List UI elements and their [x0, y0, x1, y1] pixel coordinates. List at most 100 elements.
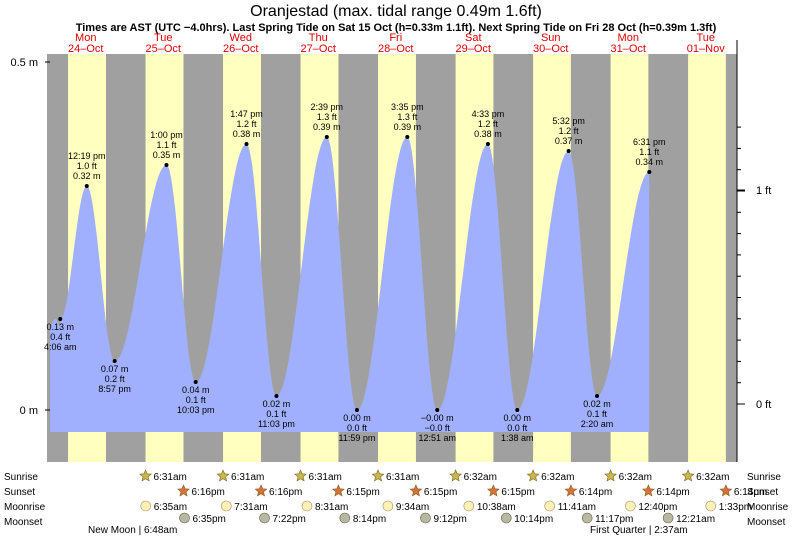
day-date-label: 01–Nov: [687, 43, 725, 55]
low-tide-m: 0.00 m: [504, 413, 532, 423]
moonrise-time: 8:31am: [315, 502, 348, 513]
sunrise-icon: [526, 469, 540, 482]
sunrise-icon: [294, 469, 307, 482]
low-tide-ft: 0.1 ft: [266, 409, 287, 419]
day-date-label: 25–Oct: [146, 43, 181, 55]
low-tide-ft: −0.0 ft: [425, 423, 451, 433]
sunrise-time: 6:31am: [386, 472, 419, 483]
low-tide-time: 11:59 pm: [339, 433, 376, 443]
low-tide-ft: 0.4 ft: [50, 332, 71, 342]
sunset-time: 6:15pm: [501, 487, 534, 498]
low-tide-ft: 0.0 ft: [347, 423, 368, 433]
high-tide-m: 0.38 m: [233, 129, 261, 139]
first-quarter-label: First Quarter | 2:37am: [590, 525, 688, 536]
low-tide-time: 8:57 pm: [98, 384, 131, 394]
daylight-band: [688, 54, 726, 462]
moonrise-icon: [463, 500, 475, 512]
day-name-label: Thu: [309, 32, 328, 44]
moonrise-icon: [625, 500, 636, 512]
high-tide-time: 5:32 pm: [552, 116, 585, 126]
axes: 0.5 m 0 m 0 ft 1 ft: [10, 40, 771, 462]
moonset-icon: [500, 512, 512, 524]
low-tide-ft: 0.2 ft: [105, 374, 126, 384]
sunset-time: 6:15pm: [346, 487, 379, 498]
moonrise-icon: [544, 500, 556, 512]
moonrise-time: 7:31am: [234, 502, 267, 513]
row-label-left: Moonset: [4, 517, 43, 528]
sunrise-time: 6:31am: [309, 472, 342, 483]
sunset-icon: [564, 484, 578, 497]
y-tick-label-right: 1 ft: [756, 185, 771, 197]
moonset-time: 6:35pm: [193, 514, 226, 525]
high-tide-time: 1:00 pm: [150, 130, 183, 140]
day-name-label: Mon: [618, 32, 639, 44]
low-tide-time: 1:38 am: [501, 433, 534, 443]
high-tide-m: 0.32 m: [73, 171, 101, 181]
moonrise-icon: [220, 500, 232, 512]
moonrise-icon: [301, 500, 313, 512]
moonset-time: 7:22pm: [273, 514, 306, 525]
moonset-time: 10:14pm: [514, 514, 553, 525]
moonrise-icon: [382, 500, 394, 512]
moonset-time: 11:17pm: [595, 514, 633, 525]
sunrise-time: 6:32am: [464, 472, 497, 483]
moonset-time: 9:12pm: [433, 514, 466, 525]
high-tide-marker: [647, 170, 652, 174]
row-label-right: Moonrise: [747, 502, 789, 513]
high-tide-time: 6:31 pm: [633, 137, 666, 147]
sunset-icon: [486, 484, 500, 497]
moonset-icon: [259, 512, 270, 524]
sunset-time: 6:14pm: [656, 487, 689, 498]
moonrise-time: 11:41am: [558, 502, 596, 513]
high-tide-marker: [566, 149, 571, 153]
high-tide-ft: 1.3 ft: [397, 112, 418, 122]
high-tide-time: 12:19 pm: [68, 151, 106, 161]
moonset-time: 12:21am: [676, 514, 715, 525]
low-tide-m: 0.00 m: [343, 413, 371, 423]
low-tide-m: 0.02 m: [583, 399, 611, 409]
low-tide-marker: [58, 317, 63, 321]
y-tick-label-right: 0 ft: [756, 399, 771, 411]
row-label-left: Sunset: [4, 487, 35, 498]
sunset-time: 6:14pm: [734, 487, 767, 498]
sunset-icon: [641, 484, 655, 497]
day-name-label: Mon: [75, 32, 96, 44]
day-date-label: 31–Oct: [611, 43, 646, 55]
high-tide-ft: 1.0 ft: [77, 161, 98, 171]
sunrise-icon: [604, 469, 618, 482]
sunrise-icon: [216, 469, 230, 482]
moonrise-time: 6:35am: [154, 502, 187, 513]
new-moon-label: New Moon | 6:48am: [88, 525, 177, 536]
sunrise-time: 6:31am: [231, 472, 264, 483]
y-tick-label-left: 0 m: [20, 405, 38, 417]
high-tide-marker: [244, 142, 249, 146]
moonrise-icon: [140, 500, 152, 512]
sunrise-icon: [371, 469, 385, 482]
moonrise-time: 10:38am: [477, 502, 516, 513]
low-tide-ft: 0.1 ft: [186, 395, 207, 405]
row-label-right: Sunset: [747, 487, 778, 498]
high-tide-ft: 1.2 ft: [559, 126, 580, 136]
day-name-label: Sat: [465, 32, 482, 44]
high-tide-time: 4:33 pm: [472, 109, 505, 119]
moonrise-time: 12:40pm: [638, 502, 677, 513]
moonset-icon: [581, 512, 593, 524]
low-tide-marker: [274, 394, 279, 398]
low-tide-marker: [193, 380, 198, 384]
tide-curve: [50, 137, 650, 432]
day-date-label: 27–Oct: [301, 43, 336, 55]
extreme-labels: 0.13 m0.4 ft4:06 am 12:19 pm1.0 ft0.32 m 0…: [44, 102, 666, 443]
low-tide-marker: [595, 394, 600, 398]
row-label-right: Sunrise: [747, 472, 781, 483]
high-tide-m: 0.34 m: [636, 157, 664, 167]
sunrise-icon: [139, 469, 152, 482]
high-tide-marker: [164, 163, 169, 167]
low-tide-time: 11:03 pm: [258, 419, 295, 429]
high-tide-m: 0.39 m: [313, 122, 341, 132]
moonset-icon: [179, 512, 190, 524]
sunset-time: 6:16pm: [269, 487, 302, 498]
sunset-icon: [331, 484, 345, 497]
sunrise-time: 6:31am: [154, 472, 187, 483]
low-tide-marker: [515, 408, 520, 412]
